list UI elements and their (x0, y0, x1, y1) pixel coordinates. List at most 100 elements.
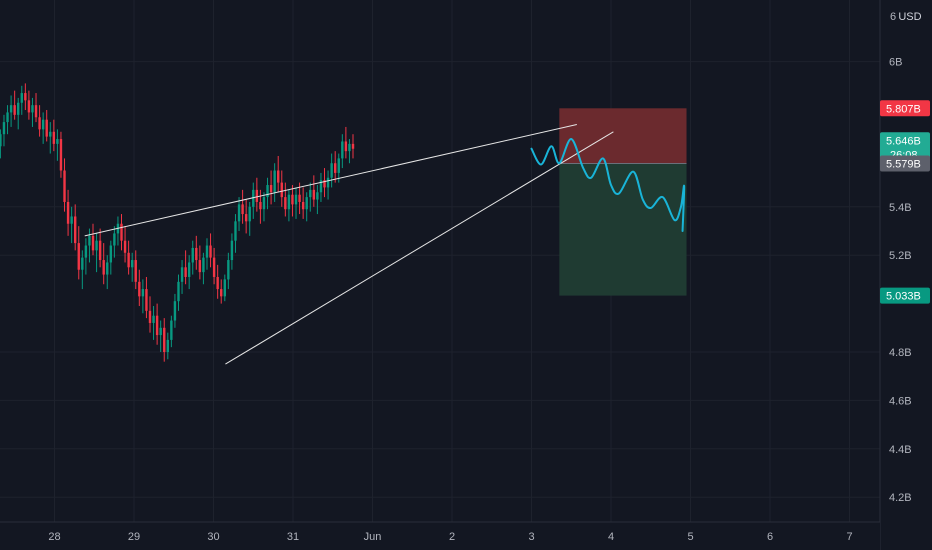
candle-body (337, 158, 340, 173)
candle-body (70, 216, 73, 224)
candle-body (280, 182, 283, 198)
candle-body (123, 240, 127, 253)
candle-body (284, 197, 287, 210)
candle-body (134, 260, 137, 282)
candle-body (220, 289, 223, 297)
candle-body (195, 247, 198, 261)
candle-body (106, 262, 109, 275)
candle-body (323, 180, 326, 188)
target-price-label-text: 5.033B (886, 291, 921, 303)
candle-body (294, 194, 298, 205)
price-tick-label: 5.2B (889, 250, 912, 262)
current-price-label-text: 5.646B (886, 135, 921, 147)
price-tick-label: 4.2B (889, 492, 912, 504)
projection-curve[interactable] (530, 138, 686, 232)
candle-body (262, 197, 266, 210)
price-tick-label: 4.8B (889, 347, 912, 359)
candle-body (237, 204, 241, 222)
candle-body (41, 119, 45, 130)
candle-body (38, 117, 41, 130)
candle-body (127, 252, 130, 268)
time-tick-label: 31 (287, 531, 299, 543)
candle-body (301, 201, 305, 210)
projection-path[interactable] (530, 138, 686, 232)
candle-body (291, 194, 294, 205)
candle-body (227, 260, 230, 280)
position-tool[interactable] (559, 108, 687, 296)
candle-body (305, 197, 308, 210)
candle-body (212, 257, 216, 277)
time-tick-label: 7 (846, 531, 852, 543)
time-tick-label: 30 (207, 531, 219, 543)
trendline[interactable] (84, 124, 577, 237)
time-tick-label: 4 (608, 531, 614, 543)
candlestick-series (0, 83, 355, 362)
candle-body (88, 235, 91, 246)
candle-body (95, 240, 98, 251)
candle-body (63, 170, 66, 202)
take-profit-zone[interactable] (559, 163, 687, 296)
candle-body (163, 327, 166, 352)
entry-price-label-tag (880, 155, 930, 172)
candle-body (209, 245, 212, 258)
candle-body (166, 339, 170, 352)
candle-body (159, 327, 162, 336)
candle-body (155, 315, 159, 336)
stop-loss-zone[interactable] (559, 108, 687, 164)
candle-body (273, 170, 276, 193)
candle-body (319, 180, 323, 193)
price-tick-label: 4.4B (889, 444, 912, 456)
stop-price-label-tag (880, 100, 930, 117)
candle-body (309, 189, 312, 198)
candle-body (344, 141, 348, 152)
candle-body (202, 257, 205, 273)
candle-body (198, 260, 202, 273)
trendlines[interactable] (84, 124, 614, 365)
candle-body (252, 189, 255, 207)
candle-body (152, 315, 155, 323)
candle-body (13, 105, 16, 115)
candle-body (312, 189, 316, 200)
time-axis-background (0, 522, 880, 550)
candle-body (255, 189, 259, 202)
candle-body (148, 310, 152, 323)
candle-body (191, 247, 194, 263)
candle-body (259, 201, 262, 210)
candle-body (138, 281, 141, 297)
candle-body (98, 240, 102, 261)
candle-body (187, 262, 191, 277)
currency-label: 6 USD (890, 11, 922, 23)
time-tick-label: 2 (449, 531, 455, 543)
target-price-label-tag (880, 287, 930, 304)
candle-body (49, 131, 52, 137)
candle-body (17, 102, 20, 115)
candle-body (173, 301, 177, 321)
current-price-label-tag (880, 132, 930, 163)
price-axis[interactable]: 6 USD 6B 5.4B 5.2B 4.8B 4.6B 4.4B 4.2B (879, 0, 932, 550)
candle-body (266, 185, 269, 198)
candle-body (241, 204, 244, 215)
entry-price-label-text: 5.579B (886, 158, 921, 170)
candle-body (84, 245, 88, 258)
candle-body (298, 194, 301, 202)
candle-body (20, 93, 23, 103)
candle-body (52, 131, 56, 144)
candle-body (316, 192, 319, 200)
trendline[interactable] (225, 131, 614, 365)
time-tick-label: 5 (687, 531, 693, 543)
candle-body (326, 177, 330, 188)
candle-body (177, 281, 180, 302)
candle-body (77, 243, 80, 270)
candle-body (109, 245, 113, 263)
time-axis[interactable]: 28 29 30 31 Jun 2 3 4 5 6 7 (0, 521, 880, 550)
candle-body (2, 122, 6, 135)
time-tick-label: 6 (767, 531, 773, 543)
candle-body (45, 119, 48, 137)
price-tick-label: 4.6B (889, 395, 912, 407)
candle-body (333, 163, 337, 173)
candle-body (184, 267, 187, 277)
price-tick-label: 6B (889, 57, 902, 69)
